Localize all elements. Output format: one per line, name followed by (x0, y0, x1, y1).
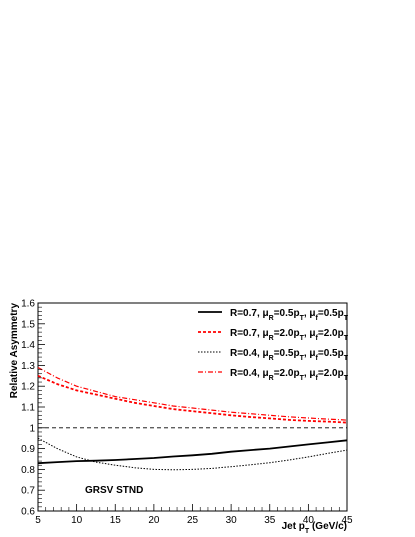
x-tick-label: 40 (303, 515, 315, 526)
y-tick-label: 0.6 (21, 507, 35, 518)
x-tick-label: 15 (110, 515, 122, 526)
x-tick-label: 30 (226, 515, 238, 526)
y-tick-label: 1.5 (21, 319, 35, 330)
legend-entry-3: R=0.4, μR=0.5pT, μf=0.5pT (230, 348, 349, 362)
y-tick-label: 1.4 (21, 340, 35, 351)
y-tick-label: 1 (29, 423, 35, 434)
series-line-2 (37, 374, 348, 424)
x-tick-label: 35 (264, 515, 276, 526)
legend-entry-4: R=0.4, μR=2.0pT, μf=2.0pT (230, 368, 349, 382)
x-tick-label: 10 (71, 515, 83, 526)
chart-annotation: GRSV STND (85, 485, 143, 496)
y-tick-label: 1.6 (21, 299, 35, 310)
series-line-3 (37, 437, 348, 471)
y-tick-label: 1.3 (21, 361, 35, 372)
x-axis-title: Jet pT (GeV/c) (282, 521, 347, 535)
series-line-1 (37, 439, 348, 465)
x-tick-label: 5 (35, 515, 41, 526)
y-tick-label: 0.9 (21, 444, 35, 455)
series-line-4 (37, 366, 348, 421)
y-tick-label: 1.2 (21, 382, 35, 393)
legend-entry-1: R=0.7, μR=0.5pT, μf=0.5pT (230, 308, 349, 322)
legend-entry-2: R=0.7, μR=2.0pT, μf=2.0pT (230, 328, 349, 342)
x-tick-label: 25 (187, 515, 199, 526)
y-axis-title: Relative Asymmetry (9, 303, 20, 399)
x-tick-label: 45 (341, 515, 353, 526)
y-tick-label: 1.1 (21, 403, 35, 414)
y-tick-label: 0.7 (21, 486, 35, 497)
x-tick-label: 20 (148, 515, 160, 526)
y-tick-label: 0.8 (21, 465, 35, 476)
